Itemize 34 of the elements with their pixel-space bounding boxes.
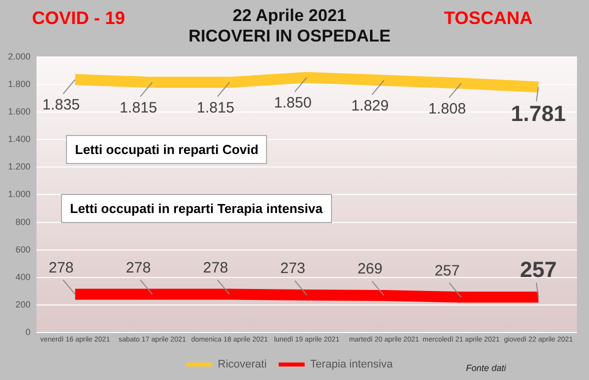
data-label: 278 — [203, 259, 228, 276]
legend-label: Terapia intensiva — [310, 358, 394, 371]
y-tick-label: 600 — [15, 244, 31, 254]
data-label: 278 — [48, 259, 74, 276]
y-tick-label: 1.000 — [8, 189, 31, 200]
annotation: Letti occupati in reparti Covid — [66, 135, 268, 164]
y-tick-label: 1.800 — [8, 78, 31, 89]
source-note: Fonte dati — [466, 363, 506, 373]
data-label: 1.808 — [428, 100, 466, 118]
data-label: 1.781 — [510, 101, 566, 126]
text: COVID - 19 — [32, 8, 126, 29]
data-label: 257 — [520, 257, 557, 282]
text: TOSCANA — [444, 8, 533, 29]
y-tick-label: 1.400 — [8, 134, 31, 144]
data-label: 1.815 — [196, 99, 234, 116]
annotation: Letti occupati in reparti Terapia intensiva — [61, 194, 332, 223]
data-label: 1.829 — [351, 98, 389, 115]
y-tick-label: 800 — [15, 216, 31, 227]
data-label: 1.850 — [274, 94, 312, 112]
data-label: 257 — [434, 262, 460, 280]
data-label: 269 — [357, 260, 382, 278]
y-tick-label: 2.000 — [8, 51, 31, 62]
y-tick-label: 0 — [26, 327, 31, 338]
y-tick-label: 400 — [15, 272, 31, 282]
y-tick-label: 200 — [15, 300, 31, 310]
data-label: 1.815 — [120, 99, 158, 116]
y-tick-label: 1.600 — [8, 106, 31, 116]
legend-label: Ricoverati — [218, 358, 267, 371]
data-label: 1.835 — [42, 96, 80, 114]
data-label: 273 — [280, 260, 306, 278]
chart-subtitle: RICOVERI IN OSPEDALE — [188, 26, 391, 46]
chart-title: 22 Aprile 2021 — [232, 6, 346, 25]
data-label: 278 — [126, 259, 151, 276]
y-tick-label: 1.200 — [8, 162, 31, 172]
